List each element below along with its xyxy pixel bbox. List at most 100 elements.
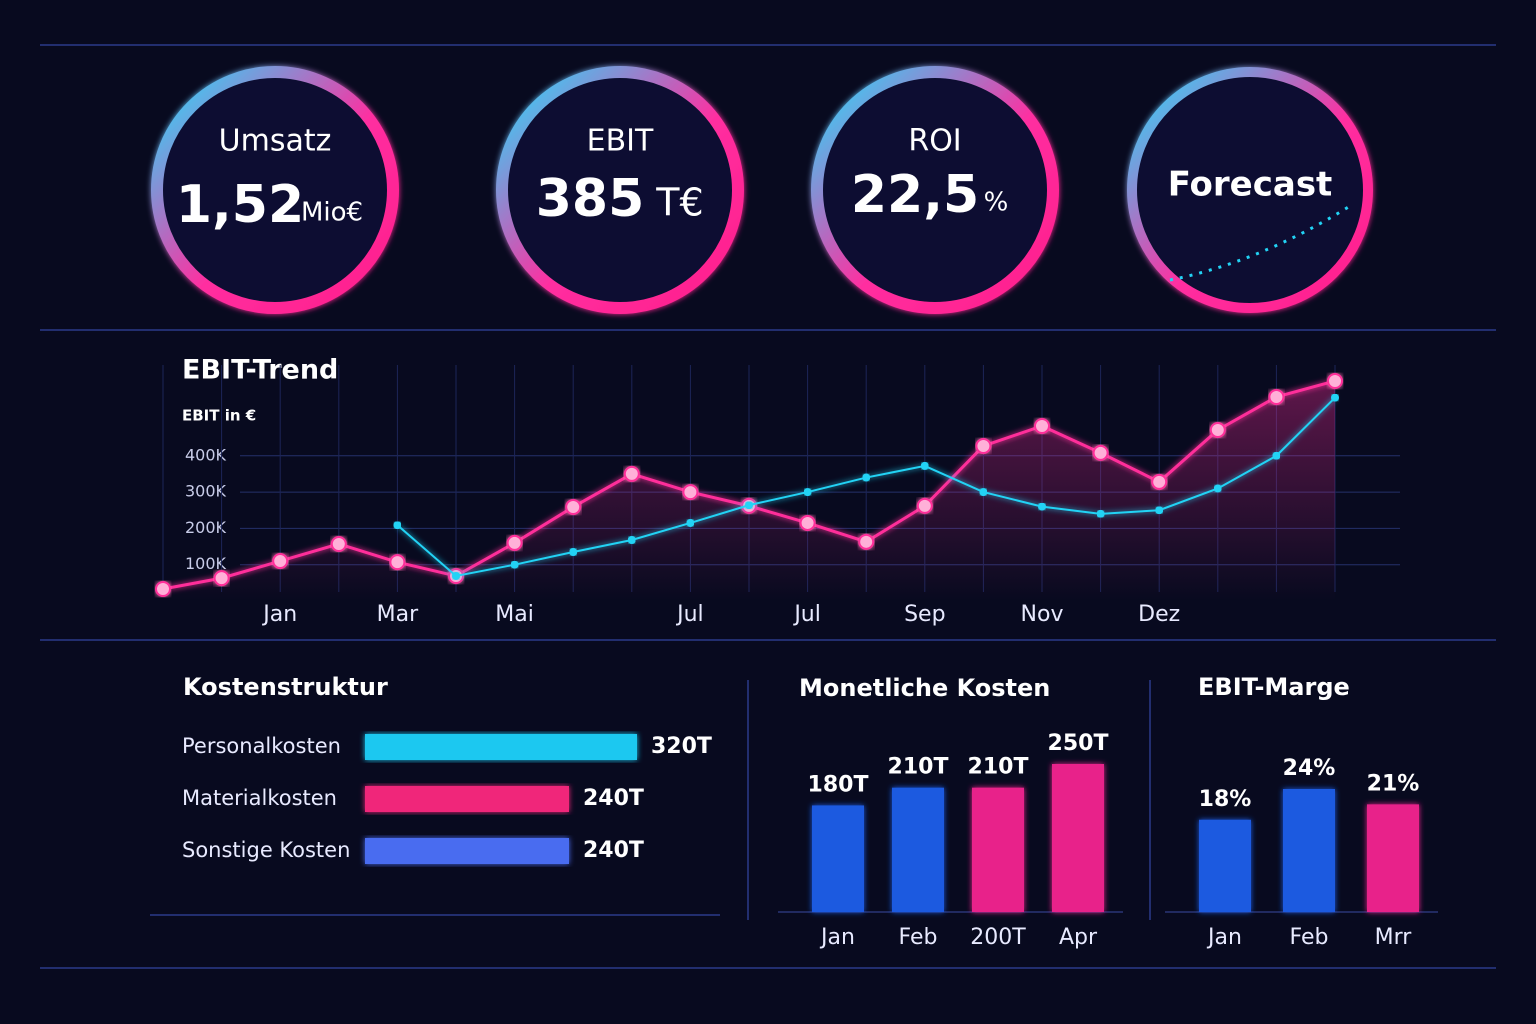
kpi-value: 1,52 — [176, 175, 304, 235]
point — [569, 547, 578, 556]
kpi-label: Umsatz — [219, 124, 332, 159]
category-label: Sonstige Kosten — [182, 838, 350, 862]
value-label: 210T — [968, 755, 1029, 780]
point — [623, 465, 640, 482]
point — [1155, 506, 1164, 515]
point — [803, 488, 812, 497]
cost-structure: Kostenstruktur Personalkosten 320T Material… — [182, 673, 712, 864]
point — [682, 484, 699, 501]
point — [565, 498, 582, 515]
kpi-row: Umsatz 1,52 Mio€ EBIT 385 T€ ROI 22,5 % … — [151, 66, 1373, 314]
point — [213, 570, 230, 587]
y-tick-label: 400K — [185, 445, 227, 464]
chart-title: Monetliche Kosten — [799, 674, 1050, 702]
point — [1213, 484, 1222, 493]
point — [920, 461, 929, 470]
kpi-card: Forecast — [1127, 67, 1373, 313]
x-tick-label: Apr — [1059, 925, 1098, 950]
kpi-unit: T€ — [655, 181, 703, 225]
x-tick-label: Sep — [904, 602, 945, 627]
line-chart: 100K 200K 300K 400K Jan Mar Mai Jul Jul Sep Nov Dez — [155, 365, 1400, 627]
value-label: 24% — [1283, 756, 1336, 781]
point — [330, 535, 347, 552]
x-tick-label: Jul — [675, 602, 704, 627]
monthly-costs: Monetliche Kosten 180T Jan 210T Feb 210T 200T 2… — [778, 674, 1123, 950]
value-label: 21% — [1367, 771, 1420, 796]
point — [510, 560, 519, 569]
point — [1268, 388, 1285, 405]
bar — [1199, 819, 1251, 912]
category-label: Personalkosten — [182, 734, 341, 758]
point — [452, 571, 460, 580]
point — [1331, 393, 1339, 402]
y-tick-label: 100K — [185, 554, 227, 573]
bar — [812, 805, 864, 912]
point — [1151, 473, 1168, 490]
x-tick-label: Feb — [1290, 925, 1329, 950]
point — [1209, 421, 1226, 438]
x-tick-label: Jan — [819, 925, 855, 950]
point — [272, 553, 289, 570]
point — [979, 488, 988, 497]
point — [627, 536, 636, 545]
point — [916, 497, 933, 514]
value-label: 240T — [583, 838, 644, 863]
point — [862, 473, 871, 482]
separators — [40, 44, 1496, 969]
kpi-card: EBIT 385 T€ — [496, 66, 744, 314]
chart-title: Kostenstruktur — [183, 673, 388, 701]
kpi-unit: % — [984, 188, 1009, 218]
x-tick-label: Nov — [1021, 602, 1064, 627]
axis-label: EBIT in € — [182, 407, 256, 425]
value-label: 320T — [651, 734, 712, 759]
kpi-unit: Mio€ — [301, 198, 363, 228]
value-label: 18% — [1199, 787, 1252, 812]
bar — [1052, 764, 1104, 912]
x-tick-label: Feb — [899, 925, 938, 950]
x-tick-label: Jul — [792, 602, 821, 627]
kpi-label: EBIT — [587, 124, 654, 159]
value-label: 180T — [808, 772, 869, 797]
x-tick-label: Mrr — [1375, 925, 1413, 950]
point — [1327, 372, 1343, 389]
point — [1038, 502, 1046, 511]
bar — [892, 787, 944, 912]
kpi-label: Forecast — [1168, 165, 1333, 205]
point — [1092, 444, 1109, 461]
x-tick-label: Jan — [261, 602, 297, 627]
point — [1272, 451, 1281, 460]
area — [163, 380, 1335, 601]
bar — [1367, 804, 1419, 912]
y-tick-label: 200K — [185, 518, 227, 537]
x-tick-label: Jan — [1206, 925, 1242, 950]
chart-title: EBIT-Marge — [1198, 673, 1350, 701]
bar — [365, 786, 569, 812]
x-tick-label: 200T — [970, 925, 1026, 950]
bar — [972, 787, 1024, 912]
x-tick-label: Dez — [1138, 602, 1180, 627]
point — [745, 501, 753, 510]
point — [1096, 509, 1105, 518]
bar — [365, 734, 637, 760]
point — [155, 581, 171, 598]
kpi-card: ROI 22,5 % — [811, 66, 1059, 314]
point — [393, 521, 402, 530]
value-label: 250T — [1048, 731, 1109, 756]
x-tick-label: Mar — [377, 602, 419, 627]
ebit-margin: EBIT-Marge 18% Jan 24% Feb 21% Mrr — [1165, 673, 1438, 950]
point — [686, 518, 695, 527]
kpi-card: Umsatz 1,52 Mio€ — [151, 66, 399, 314]
value-label: 240T — [583, 786, 644, 811]
forecast-arrow — [1169, 204, 1351, 282]
kpi-label: ROI — [908, 124, 961, 159]
y-tick-label: 300K — [185, 482, 227, 501]
point — [1034, 417, 1050, 434]
x-tick-label: Mai — [495, 602, 534, 627]
point — [799, 514, 816, 531]
bar — [365, 838, 569, 864]
bar — [1283, 789, 1335, 912]
kpi-value: 22,5 — [851, 165, 979, 225]
value-label: 210T — [888, 755, 949, 780]
point — [975, 437, 992, 454]
